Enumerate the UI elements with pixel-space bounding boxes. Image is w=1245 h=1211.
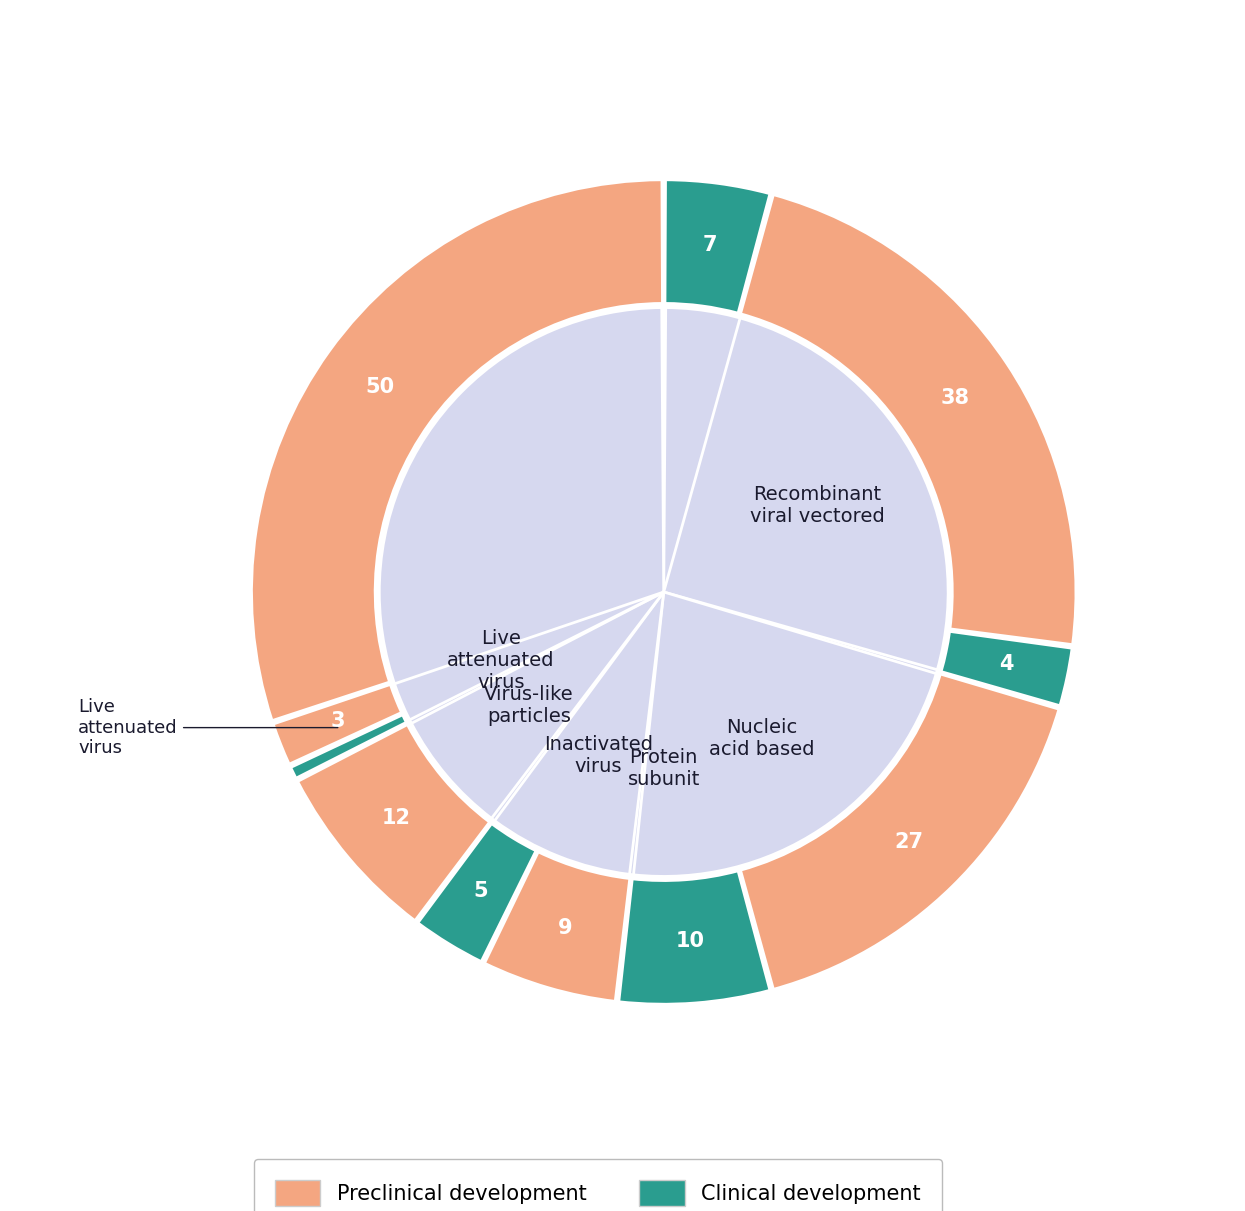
Wedge shape	[941, 631, 1072, 706]
Wedge shape	[411, 592, 664, 819]
Wedge shape	[619, 871, 769, 1004]
Wedge shape	[395, 592, 664, 719]
Wedge shape	[273, 684, 402, 764]
Wedge shape	[741, 195, 1076, 644]
Text: 5: 5	[473, 880, 488, 901]
Wedge shape	[298, 724, 489, 920]
Wedge shape	[484, 851, 630, 1001]
Wedge shape	[418, 823, 537, 962]
Wedge shape	[634, 592, 936, 877]
Text: Recombinant
viral vectored: Recombinant viral vectored	[751, 486, 885, 527]
Wedge shape	[665, 179, 769, 314]
Text: Protein
subunit: Protein subunit	[627, 748, 700, 788]
Text: 38: 38	[941, 388, 970, 408]
Legend: Preclinical development, Clinical development: Preclinical development, Clinical develo…	[254, 1159, 941, 1211]
Wedge shape	[251, 179, 662, 721]
Text: 27: 27	[895, 832, 924, 853]
Text: Inactivated
virus: Inactivated virus	[544, 735, 654, 776]
Wedge shape	[380, 308, 949, 877]
Text: 3: 3	[331, 712, 345, 731]
Wedge shape	[290, 714, 406, 779]
Text: 12: 12	[381, 808, 411, 828]
Wedge shape	[664, 318, 949, 670]
Text: Nucleic
acid based: Nucleic acid based	[708, 718, 814, 759]
Text: 50: 50	[365, 377, 393, 397]
Text: 4: 4	[1000, 654, 1013, 675]
Wedge shape	[741, 675, 1059, 989]
Text: Live
attenuated
virus: Live attenuated virus	[447, 629, 555, 691]
Text: 10: 10	[676, 931, 705, 952]
Text: 7: 7	[702, 235, 717, 254]
Text: Live
attenuated
virus: Live attenuated virus	[78, 698, 337, 757]
Wedge shape	[494, 592, 664, 874]
Text: Virus-like
particles: Virus-like particles	[484, 685, 574, 727]
Text: 9: 9	[558, 918, 573, 939]
